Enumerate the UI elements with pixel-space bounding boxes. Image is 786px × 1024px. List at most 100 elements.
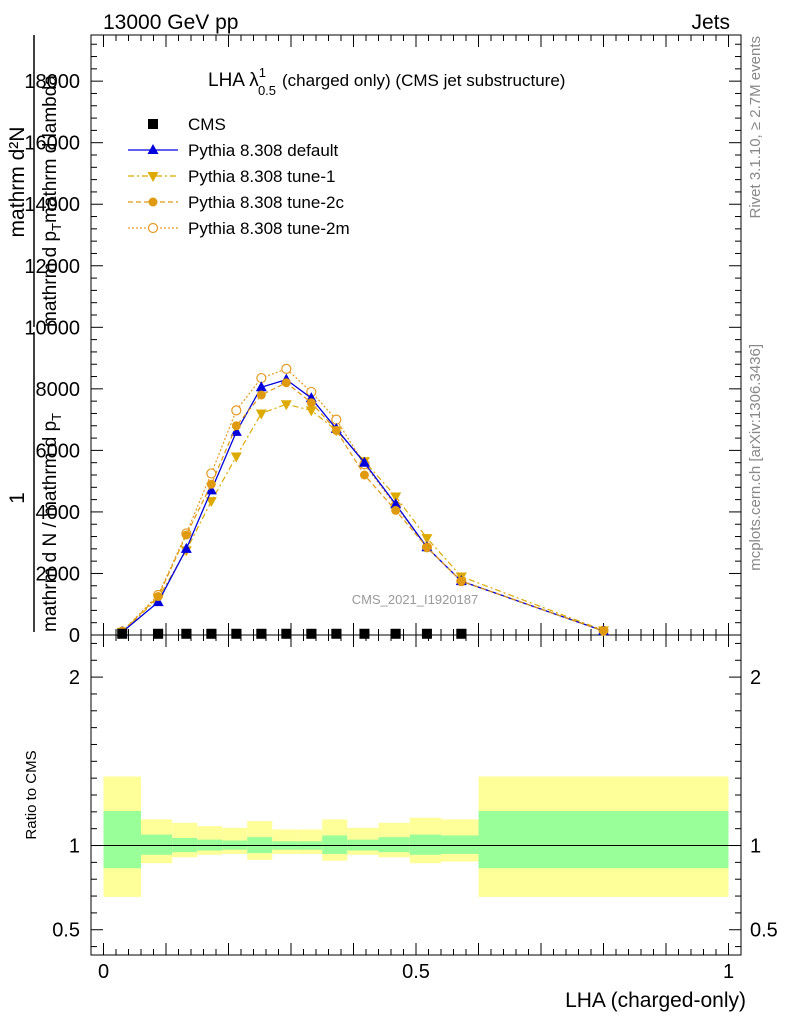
main-ytick-label-8: 16000 [24, 133, 80, 155]
series-3-point-8 [331, 425, 341, 435]
series-2-point-10 [390, 492, 402, 503]
series-3-point-1 [153, 592, 163, 602]
ratio-ylabel: Ratio to CMS [23, 750, 40, 839]
series-1-point-10 [390, 498, 402, 509]
main-ytick-label-2: 4000 [36, 502, 81, 524]
series-4-point-5 [256, 372, 267, 384]
ratio-ytick-label-left-0: 0.5 [52, 920, 80, 942]
series-3 [117, 378, 608, 636]
series-1-point-4 [230, 425, 242, 436]
series-2-point-6 [280, 400, 292, 411]
series-1-point-2 [180, 542, 192, 553]
ratio-ytick-label-left-1: 1 [69, 836, 80, 858]
series-3-point-9 [359, 470, 369, 480]
series-line-1 [121, 378, 604, 633]
series-4-point-6 [281, 363, 292, 374]
xtick-label-0: 0 [98, 961, 109, 983]
main-ytick-label-3: 6000 [36, 440, 81, 462]
series-1-point-9 [358, 456, 370, 467]
series-2-point-3 [205, 497, 217, 508]
header-left: 13000 GeV pp [103, 11, 238, 34]
series-3-point-7 [306, 398, 316, 408]
series-2-point-4 [230, 452, 242, 463]
legend-marker-1 [147, 144, 159, 154]
legend-entry-1: Pythia 8.308 default [128, 141, 339, 160]
legend-label-4: Pythia 8.308 tune-2m [188, 219, 350, 238]
series-0-point-7 [306, 628, 317, 639]
series-0-point-5 [256, 628, 267, 639]
legend-label-1: Pythia 8.308 default [188, 141, 339, 160]
series-2-point-11 [421, 534, 433, 545]
ratio-ytick-label-left-2: 2 [69, 667, 80, 689]
ratio-ytick-label-right-2: 2 [750, 667, 761, 689]
ylabel-denominator-1: mathrm d N / mathrm d pT [40, 413, 64, 632]
series-3-point-4 [231, 421, 241, 431]
ratio-ytick-label-right-1: 1 [750, 836, 761, 858]
series-2-point-5 [255, 409, 267, 420]
legend-label-2: Pythia 8.308 tune-1 [188, 167, 335, 186]
main-ytick-label-9: 18000 [24, 71, 80, 93]
main-title-sub: 0.5 [258, 83, 276, 98]
series-0-point-0 [117, 628, 128, 639]
main-title-prefix: LHA λ [208, 70, 259, 91]
series-0-point-2 [181, 628, 192, 639]
ratio-band-green-10 [378, 837, 410, 853]
series-3-point-5 [256, 390, 266, 400]
ratio-band-green-0 [103, 811, 141, 869]
series-0-point-12 [456, 628, 467, 639]
series-4-point-8 [331, 414, 342, 425]
series-0-point-9 [359, 628, 370, 639]
ylabel-denominator-2: mathrm d pTmathrm d lambda [40, 75, 64, 327]
series-3-point-12 [456, 576, 466, 586]
series-line-3 [121, 381, 604, 632]
series-0-point-8 [331, 628, 342, 639]
series-0-point-3 [206, 628, 217, 639]
series-1-point-1 [152, 596, 164, 607]
ratio-band-green-13 [478, 811, 729, 869]
ratio-ytick-label-right-0: 0.5 [750, 920, 778, 942]
series-2-point-7 [305, 406, 317, 417]
main-ytick-label-0: 0 [69, 625, 80, 647]
watermark: CMS_2021_I1920187 [352, 592, 479, 607]
ylabel-numerator-2: mathrm d²N [6, 127, 29, 238]
header-right: Jets [691, 11, 730, 34]
ratio-band-green-11 [409, 834, 441, 855]
series-line-4 [121, 368, 604, 633]
ratio-band-green-1 [141, 834, 173, 855]
main-title-suffix: (charged only) (CMS jet substructure) [282, 71, 565, 90]
series-3-point-10 [391, 505, 401, 515]
mcplots-text: mcplots.cern.ch [arXiv:1306.3436] [747, 344, 764, 571]
legend-entry-2: Pythia 8.308 tune-1 [128, 167, 335, 186]
main-axis-ticks: 0 2000 4000 6000 8000 10000 12000 14000 16000 180… [24, 35, 741, 647]
series-0-point-11 [421, 628, 432, 639]
main-title: LHA λ1 0.5 (charged only) (CMS jet substru… [208, 65, 565, 98]
main-ytick-label-5: 10000 [24, 317, 80, 339]
ratio-band-green-12 [441, 835, 479, 854]
rivet-version-text: Rivet 3.1.10, ≥ 2.7M events [747, 36, 764, 219]
series-1-point-5 [255, 381, 267, 392]
series-3-point-2 [181, 530, 191, 540]
series-4-point-3 [206, 468, 217, 479]
series-3-point-3 [206, 479, 216, 489]
ratio-bands [103, 776, 729, 897]
series-0-point-1 [153, 628, 164, 639]
legend-label-3: Pythia 8.308 tune-2c [188, 193, 344, 212]
legend-marker-2 [147, 172, 159, 182]
main-ytick-label-6: 12000 [24, 256, 80, 278]
legend-label-0: CMS [188, 115, 226, 134]
series-0 [117, 628, 467, 639]
series-4-point-4 [231, 405, 242, 416]
legend-marker-0 [148, 119, 158, 129]
legend-marker-4 [147, 222, 159, 234]
series-3-point-11 [422, 542, 432, 552]
legend: CMS Pythia 8.308 default Pythia 8.308 tune… [128, 115, 350, 238]
ylabel-numerator-1: 1 [6, 492, 29, 504]
main-ylabel: 1 mathrm d N / mathrm d pT mathrm d²N ma… [6, 35, 64, 632]
series-layer [116, 363, 609, 639]
series-line-2 [121, 403, 604, 633]
legend-entry-0: CMS [148, 115, 226, 134]
main-ytick-label-4: 8000 [36, 379, 81, 401]
main-ytick-label-7: 14000 [24, 194, 80, 216]
xtick-label-1: 0.5 [402, 961, 430, 983]
